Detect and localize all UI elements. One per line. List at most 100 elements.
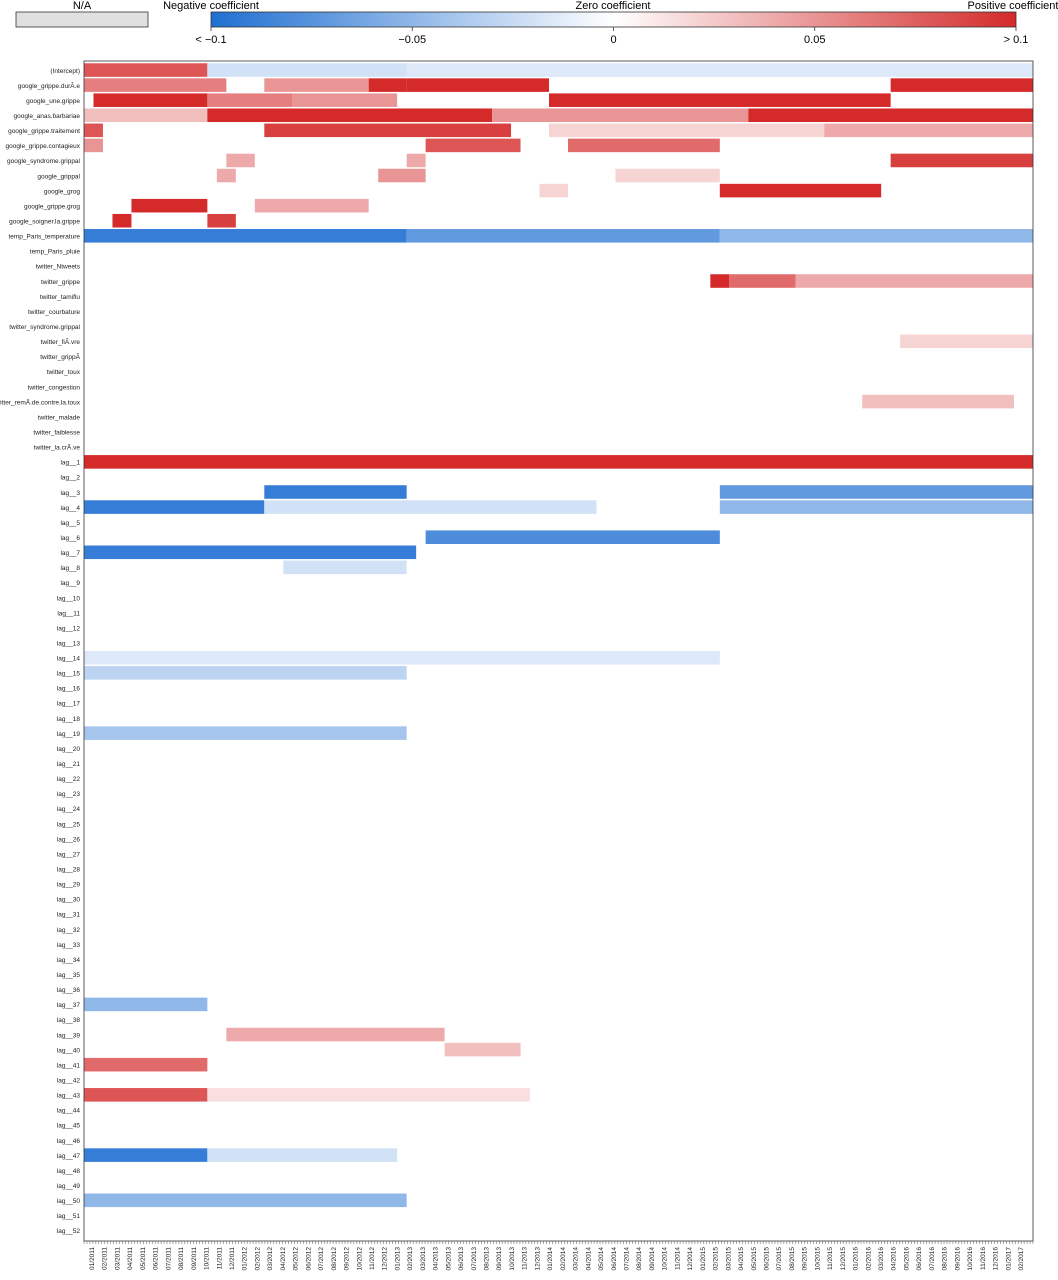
heatmap-cell: [254, 198, 369, 213]
heatmap-cell: [824, 123, 1033, 138]
heatmap-cell: [719, 500, 1033, 514]
legend-tick-label: −0.05: [398, 34, 426, 46]
row-label: lag__10: [57, 595, 81, 602]
x-tick-label: 10/2012: [356, 1247, 363, 1271]
row-label: twitter_syndrome.grippal: [9, 324, 80, 331]
legend-tick-label: < −0.1: [195, 34, 226, 46]
x-tick-label: 06/2015: [763, 1247, 770, 1271]
heatmap-cell: [406, 153, 426, 168]
x-tick-label: 03/2013: [420, 1247, 427, 1271]
row-label: twitter_courbature: [28, 309, 80, 316]
row-label: lag__26: [57, 836, 81, 843]
heatmap-cell: [84, 726, 407, 740]
heatmap-cell: [207, 1148, 398, 1162]
heatmap-cell: [406, 63, 1033, 77]
x-tick-label: 07/2012: [318, 1247, 325, 1271]
row-label: twitter_grippÃ: [40, 352, 80, 361]
x-tick-label: 11/2016: [980, 1247, 987, 1270]
row-label: lag__4: [60, 505, 80, 512]
row-label: lag__20: [57, 746, 81, 753]
row-label: google_grippe.grog: [24, 203, 80, 210]
heatmap-cell: [729, 274, 796, 288]
row-label: twitter_grippe: [41, 279, 80, 286]
row-label: lag__5: [60, 520, 80, 527]
row-label: lag__12: [57, 625, 81, 632]
x-tick-label: 05/2014: [598, 1247, 605, 1271]
x-tick-label: 05/2016: [903, 1247, 910, 1271]
row-label: lag__30: [57, 897, 81, 904]
row-label: (Intercept): [50, 68, 80, 75]
row-label: lag__34: [57, 957, 81, 964]
row-label: google_grog: [44, 188, 81, 195]
x-tick-label: 03/2014: [573, 1247, 580, 1271]
x-tick-label: 12/2014: [687, 1247, 694, 1271]
x-tick-label: 04/2013: [433, 1247, 440, 1271]
legend-na-swatch: [15, 11, 149, 28]
row-label: twitter_malade: [38, 414, 81, 421]
row-label: lag__3: [60, 490, 80, 497]
x-tick-label: 12/2011: [229, 1247, 236, 1270]
heatmap-cell: [207, 213, 236, 228]
row-label: lag__14: [57, 656, 81, 663]
heatmap-cell: [444, 1042, 521, 1057]
heatmap-cell: [549, 123, 825, 138]
row-label: twitter_Ntweets: [36, 264, 81, 271]
x-tick-label: 01/2012: [242, 1247, 249, 1271]
legend-color-bar: [210, 11, 1017, 28]
row-label: temp_Paris_temperature: [8, 234, 80, 241]
heatmap-cell: [492, 108, 749, 123]
row-label: lag__44: [57, 1108, 81, 1115]
x-tick-label: 08/2014: [636, 1247, 643, 1271]
row-label: lag__1: [60, 460, 80, 467]
heatmap-cell: [207, 63, 407, 77]
heatmap-cell: [567, 138, 720, 153]
x-tick-label: 07/2011: [165, 1247, 172, 1270]
row-label: google_soigner.la.grippe: [9, 218, 80, 225]
row-label: lag__49: [57, 1183, 81, 1190]
x-tick-label: 04/2012: [280, 1247, 287, 1271]
heatmap-cell: [425, 530, 720, 544]
row-label: lag__29: [57, 882, 81, 889]
heatmap-cell: [131, 198, 208, 213]
row-label: lag__50: [57, 1198, 81, 1205]
x-tick-label: 02/2014: [560, 1247, 567, 1271]
x-tick-label: 05/2013: [445, 1247, 452, 1271]
heatmap-cell: [368, 78, 407, 92]
heatmap-cell: [84, 545, 417, 560]
row-label: google_grippe.traitement: [8, 128, 80, 135]
heatmap-cell: [84, 651, 720, 665]
row-label: twitter_faiblesse: [33, 429, 80, 436]
x-tick-label: 06/2012: [305, 1247, 312, 1271]
x-tick-label: 11/2013: [522, 1247, 529, 1270]
x-tick-label: 05/2012: [293, 1247, 300, 1271]
heatmap-cell: [378, 168, 426, 183]
x-tick-label: 12/2012: [382, 1247, 389, 1271]
heatmap-cell: [84, 997, 208, 1012]
heatmap-cell: [226, 1027, 445, 1042]
x-tick-label: 02/2017: [1018, 1247, 1025, 1271]
legend-tick-label: 0.05: [804, 34, 825, 46]
row-label: twitter_la.crÃ.ve: [34, 443, 81, 452]
heatmap-cell: [283, 560, 407, 575]
heatmap-cell: [549, 93, 891, 107]
x-tick-label: 03/2016: [878, 1247, 885, 1271]
row-label: lag__8: [60, 565, 80, 572]
x-tick-label: 09/2016: [954, 1247, 961, 1271]
x-tick-label: 08/2016: [942, 1247, 949, 1271]
heatmap-cell: [112, 213, 132, 228]
heatmap-cell: [539, 183, 568, 198]
row-label: lag__23: [57, 791, 81, 798]
x-tick-label: 10/2015: [814, 1247, 821, 1271]
heatmap-cell: [84, 78, 227, 92]
row-label: lag__15: [57, 671, 81, 678]
x-tick-label: 10/2011: [204, 1247, 211, 1270]
row-label: lag__38: [57, 1017, 81, 1024]
x-tick-label: 07/2014: [623, 1247, 630, 1271]
heatmap-cell: [719, 183, 882, 198]
x-tick-label: 07/2015: [776, 1247, 783, 1271]
x-tick-label: 07/2013: [471, 1247, 478, 1271]
row-label: lag__33: [57, 942, 81, 949]
row-label: lag__19: [57, 731, 81, 738]
row-label: lag__16: [57, 686, 81, 693]
legend-zero-label: Zero coefficient: [575, 0, 650, 12]
